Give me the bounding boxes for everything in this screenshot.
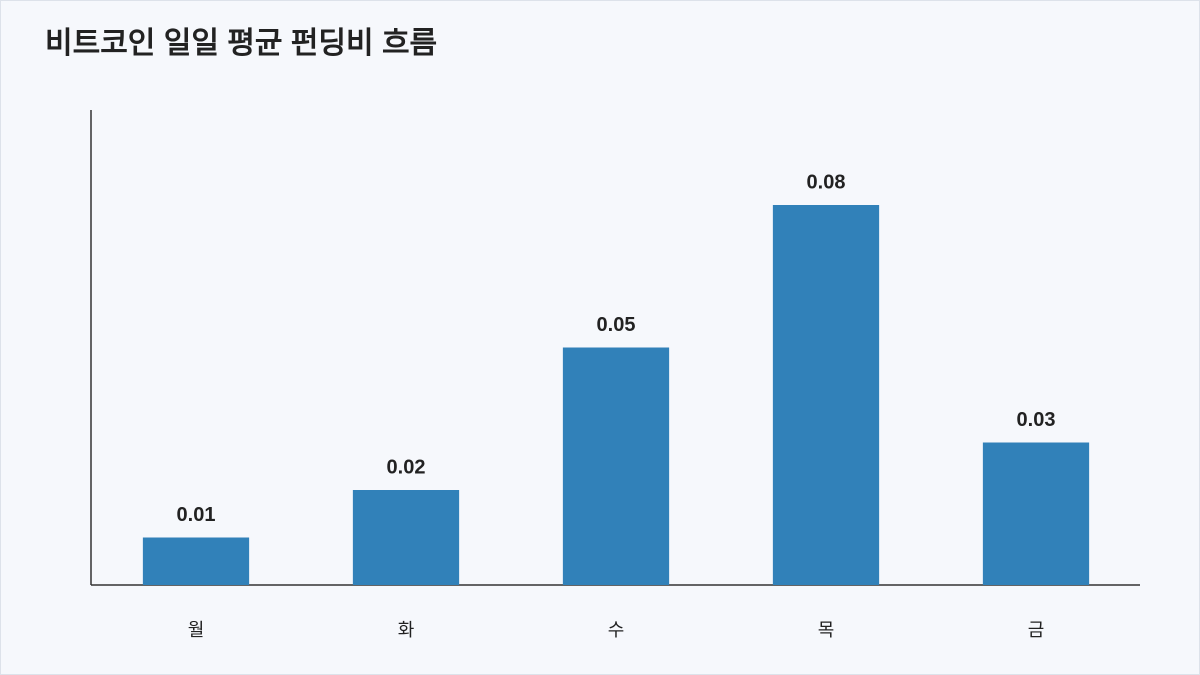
x-tick-label: 화 (398, 620, 415, 640)
value-label: 0.01 (177, 504, 216, 526)
bar (772, 205, 880, 585)
bar (142, 537, 250, 585)
bar (982, 442, 1090, 585)
value-label: 0.03 (1017, 409, 1056, 431)
chart-title: 비트코인 일일 평균 펀딩비 흐름 (45, 27, 437, 60)
x-tick-label: 수 (608, 620, 625, 640)
x-tick-label: 목 (818, 620, 835, 640)
bar (562, 347, 670, 585)
value-label: 0.05 (597, 314, 636, 336)
x-tick-label: 월 (188, 620, 205, 640)
x-tick-label: 금 (1028, 620, 1045, 640)
value-label: 0.08 (807, 171, 846, 193)
value-label: 0.02 (387, 456, 426, 478)
bar (352, 490, 460, 585)
